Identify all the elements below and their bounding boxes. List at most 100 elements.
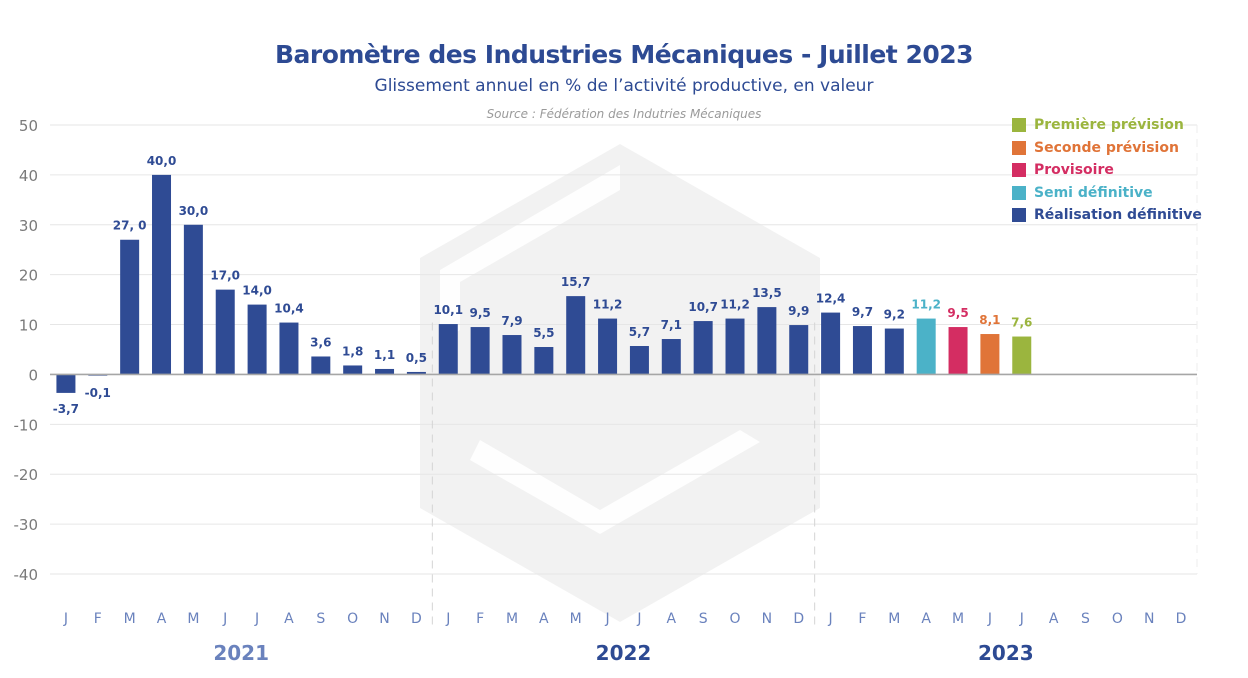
legend-label: Provisoire [1034,162,1114,179]
x-tick-label: S [699,611,708,627]
data-label: 13,5 [752,286,782,300]
bar [120,239,140,375]
x-tick-label: M [124,611,136,627]
legend-label: Réalisation définitive [1034,207,1202,224]
x-tick-label: O [347,611,358,627]
bar [980,334,1000,375]
x-tick-label: M [952,611,964,627]
bar [757,307,777,375]
year-separators [431,125,1198,630]
y-tick-label: -30 [14,516,39,534]
data-label: 7,9 [501,314,522,328]
data-label: 11,2 [593,298,623,312]
data-label: 9,7 [852,305,873,319]
data-label: 15,7 [561,275,591,289]
legend-swatch [1012,163,1026,178]
bar [438,324,458,375]
data-label: -0,1 [85,386,111,400]
data-label: 3,6 [310,335,331,349]
data-label: 12,4 [816,292,846,306]
x-tick-label: O [729,611,740,627]
x-tick-label: J [987,611,992,627]
y-tick-label: 10 [19,317,38,335]
data-label: 27, 0 [113,219,147,233]
bar [534,347,554,375]
bar [470,327,490,375]
data-label: 17,0 [210,269,240,283]
data-label: 0,5 [406,351,427,365]
x-axis-years: 2021 2022 2023 [213,641,1033,665]
year-label: 2023 [978,641,1034,665]
legend-item-provisoire: Provisoire [1012,159,1202,182]
bar [1012,336,1032,375]
data-label: 10,1 [433,303,463,317]
x-tick-label: F [476,611,484,627]
chart-source: Source : Fédération des Indutries Mécani… [486,107,762,121]
bars [56,174,1032,393]
y-tick-label: 40 [19,167,38,185]
data-label: 1,1 [374,348,395,362]
data-label: 7,6 [1011,316,1032,330]
legend: Première prévision Seconde prévision Pro… [1012,114,1202,227]
bar [725,318,745,375]
y-axis: 50 40 30 20 10 0 -10 -20 -30 -40 [14,117,39,584]
bar [566,296,586,375]
y-tick-label: 30 [19,217,38,235]
legend-item-premiere-prevision: Première prévision [1012,114,1202,137]
data-label: -3,7 [53,402,79,416]
legend-swatch [1012,185,1026,200]
bar [789,325,809,375]
legend-swatch [1012,208,1026,223]
data-label: 5,7 [629,325,650,339]
bar [343,365,363,375]
chart-title: Baromètre des Industries Mécaniques - Ju… [274,40,974,69]
bar [215,289,235,375]
bar [279,322,299,375]
bar [183,224,203,375]
x-tick-label: S [316,611,325,627]
bar [852,326,872,375]
bar [56,374,76,393]
y-tick-label: 0 [28,366,38,384]
legend-item-semi-definitive: Semi définitive [1012,182,1202,205]
legend-label: Première prévision [1034,117,1184,134]
data-label: 5,5 [533,326,554,340]
x-tick-label: O [1112,611,1123,627]
data-labels: -3,7 -0,1 27, 0 40,0 30,0 17,014,010,4 3,6 1,8 1… [53,154,1033,416]
data-label: 10,7 [688,300,718,314]
bar [884,328,904,375]
y-tick-label: -20 [14,466,39,484]
y-tick-label: 20 [19,267,38,285]
data-label: 9,9 [788,304,809,318]
x-tick-label: M [506,611,518,627]
x-tick-label: J [1019,611,1024,627]
x-tick-label: J [254,611,259,627]
legend-swatch [1012,118,1026,133]
x-tick-label: N [379,611,389,627]
legend-label: Seconde prévision [1034,139,1179,156]
year-label: 2022 [596,641,652,665]
x-tick-label: A [667,611,677,627]
y-tick-label: 50 [19,117,38,135]
data-label: 10,4 [274,302,304,316]
x-tick-label: J [445,611,450,627]
x-tick-label: M [187,611,199,627]
bar [247,304,267,375]
x-tick-label: A [157,611,167,627]
legend-swatch [1012,140,1026,155]
bar [948,327,968,375]
y-tick-label: -40 [14,566,39,584]
bar [916,318,936,375]
bar [661,339,681,375]
watermark-logo [420,144,820,622]
data-label: 1,8 [342,344,363,358]
bar [629,346,649,375]
bar [375,368,395,375]
data-label: 30,0 [179,204,209,218]
watermark-logo-detail [440,165,760,534]
bar [502,335,522,375]
bar [693,321,713,375]
year-label: 2021 [213,641,269,665]
